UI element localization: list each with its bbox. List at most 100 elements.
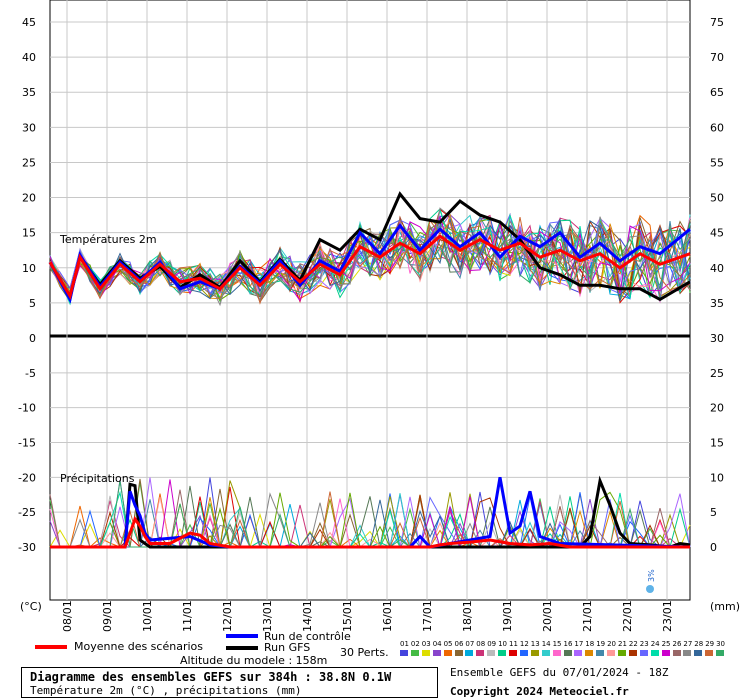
pert-swatch bbox=[716, 650, 725, 656]
pert-number: 17 bbox=[574, 640, 584, 648]
pert-swatch bbox=[639, 650, 648, 656]
pert-swatch bbox=[465, 650, 474, 656]
altitude-label: Altitude du modele : 158m bbox=[180, 654, 328, 667]
pert-swatch bbox=[400, 650, 408, 656]
pert-swatch bbox=[661, 650, 670, 656]
pert-number: 23 bbox=[639, 640, 649, 648]
left-tick-label: 15 bbox=[22, 227, 36, 240]
pert-number: 07 bbox=[465, 640, 475, 648]
right-tick-label: 0 bbox=[710, 541, 717, 554]
pert-swatch bbox=[552, 650, 561, 656]
pert-number: 28 bbox=[694, 640, 704, 648]
date-tick-label: 10/01 bbox=[141, 600, 154, 632]
date-tick-label: 09/01 bbox=[101, 600, 114, 632]
left-tick-label: -30 bbox=[18, 541, 36, 554]
pert-number: 20 bbox=[607, 640, 617, 648]
pert-swatch bbox=[683, 650, 692, 656]
date-tick-label: 11/01 bbox=[181, 600, 194, 632]
series-temp-line-0 bbox=[48, 234, 691, 300]
pert-swatch bbox=[476, 650, 485, 656]
perturbation-temp-line bbox=[49, 208, 691, 306]
left-tick-label: 10 bbox=[22, 262, 36, 275]
pert-swatch bbox=[454, 650, 463, 656]
snow-marker: 3% bbox=[646, 569, 656, 593]
pert-number: 24 bbox=[650, 640, 660, 648]
right-tick-label: 10 bbox=[710, 471, 724, 484]
date-tick-label: 20/01 bbox=[541, 600, 554, 632]
pert-swatch bbox=[563, 650, 572, 656]
right-tick-label: 55 bbox=[710, 156, 724, 169]
pert-swatch bbox=[421, 650, 430, 656]
left-tick-label: -25 bbox=[18, 506, 36, 519]
pert-number: 16 bbox=[563, 640, 573, 648]
pert-swatch bbox=[618, 650, 626, 656]
pert-number: 14 bbox=[541, 640, 551, 648]
right-tick-label: 65 bbox=[710, 86, 724, 99]
right-tick-label: 70 bbox=[710, 51, 724, 64]
plot-frame bbox=[49, 0, 691, 601]
mean-legend-swatch bbox=[35, 645, 67, 649]
pert-swatch bbox=[530, 650, 539, 656]
right-tick-label: 5 bbox=[710, 506, 717, 519]
pert-swatch bbox=[410, 650, 419, 656]
copyright: Copyright 2024 Meteociel.fr bbox=[450, 685, 629, 698]
date-tick-label: 23/01 bbox=[661, 600, 674, 632]
date-tick-label: 08/01 bbox=[61, 600, 74, 632]
date-tick-label: 18/01 bbox=[461, 600, 474, 632]
right-tick-label: 45 bbox=[710, 227, 724, 240]
pert-swatch bbox=[574, 650, 583, 656]
date-tick-label: 12/01 bbox=[221, 600, 234, 632]
pert-number: 30 bbox=[716, 640, 726, 648]
right-tick-label: 50 bbox=[710, 192, 724, 205]
pert-number: 15 bbox=[552, 640, 562, 648]
right-tick-label: 40 bbox=[710, 262, 724, 275]
pert-swatch bbox=[541, 650, 550, 656]
pert-swatch bbox=[498, 650, 507, 656]
pert-number: 09 bbox=[487, 640, 497, 648]
date-tick-label: 21/01 bbox=[581, 600, 594, 632]
pert-swatch bbox=[694, 650, 703, 656]
chart-title: Diagramme des ensembles GEFS sur 384h : … bbox=[30, 670, 392, 684]
pert-number: 10 bbox=[498, 640, 508, 648]
snow-icon bbox=[646, 585, 654, 593]
pert-number: 08 bbox=[476, 640, 486, 648]
perturbation-temp-line bbox=[49, 218, 691, 302]
date-tick-label: 13/01 bbox=[261, 600, 274, 632]
right-tick-label: 60 bbox=[710, 121, 724, 134]
date-tick-label: 22/01 bbox=[621, 600, 634, 632]
left-tick-label: 0 bbox=[29, 332, 36, 345]
left-tick-label: 30 bbox=[22, 121, 36, 134]
pert-number: 25 bbox=[661, 640, 671, 648]
pert-number: 01 bbox=[400, 640, 409, 648]
pert-swatch bbox=[432, 650, 441, 656]
title-box: Diagramme des ensembles GEFS sur 384h : … bbox=[21, 667, 438, 698]
pert-number: 22 bbox=[628, 640, 638, 648]
date-tick-label: 14/01 bbox=[301, 600, 314, 632]
right-tick-label: 20 bbox=[710, 402, 724, 415]
pert-swatch bbox=[509, 650, 517, 656]
right-tick-label: 30 bbox=[710, 332, 724, 345]
left-tick-label: -15 bbox=[18, 437, 36, 450]
left-tick-label: 45 bbox=[22, 16, 36, 29]
snow-probability: 3% bbox=[647, 569, 656, 582]
pert-swatch bbox=[628, 650, 637, 656]
pert-number: 26 bbox=[672, 640, 682, 648]
pert-swatch bbox=[487, 650, 496, 656]
left-tick-label: 35 bbox=[22, 86, 36, 99]
left-unit-label: (°C) bbox=[20, 600, 42, 613]
right-tick-label: 25 bbox=[710, 367, 724, 380]
perturbation-temp-line bbox=[49, 224, 691, 297]
control-legend-label: Run de contrôle bbox=[264, 630, 351, 643]
left-tick-label: -5 bbox=[25, 367, 36, 380]
mean-legend-label: Moyenne des scénarios bbox=[74, 640, 203, 653]
pert-number: 11 bbox=[509, 640, 518, 648]
left-tick-label: -20 bbox=[18, 471, 36, 484]
pert-number: 12 bbox=[519, 640, 529, 648]
date-tick-label: 16/01 bbox=[381, 600, 394, 632]
gfs-legend-label: Run GFS bbox=[264, 641, 311, 654]
date-tick-label: 15/01 bbox=[341, 600, 354, 632]
temperature-panel-label: Températures 2m bbox=[59, 233, 157, 246]
right-tick-label: 75 bbox=[710, 16, 724, 29]
left-tick-label: -10 bbox=[18, 402, 36, 415]
pert-number: 18 bbox=[585, 640, 595, 648]
